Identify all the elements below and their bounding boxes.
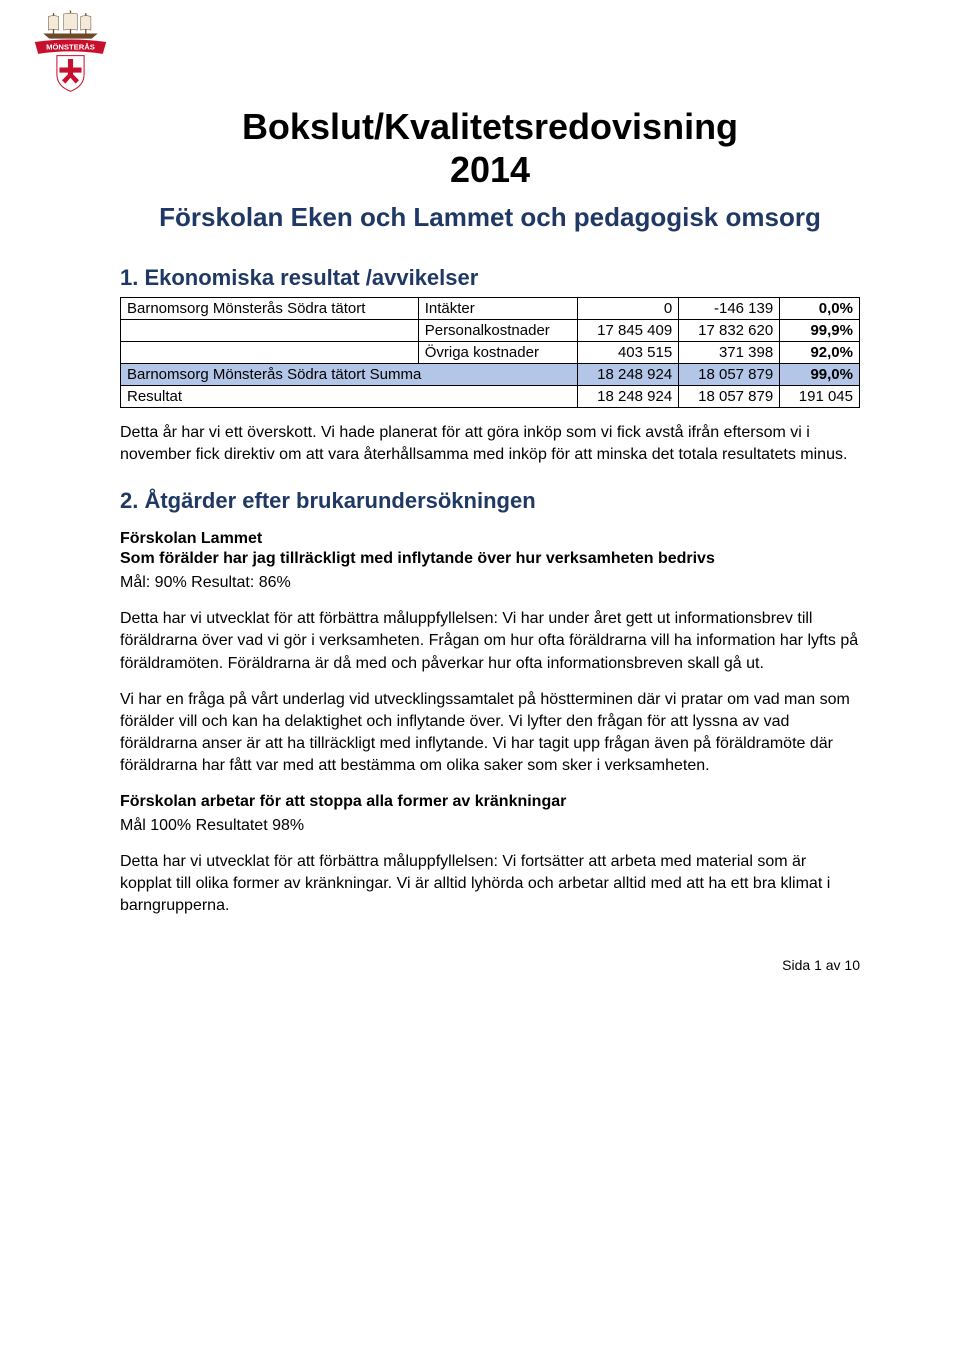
- row-val-a: 17 845 409: [578, 320, 679, 342]
- row-diff: 191 045: [780, 386, 860, 408]
- row-val-a: 0: [578, 298, 679, 320]
- page-footer: Sida 1 av 10: [120, 957, 860, 973]
- financial-table: Barnomsorg Mönsterås Södra tätort Intäkt…: [120, 297, 860, 408]
- row-label: Barnomsorg Mönsterås Södra tätort: [121, 298, 419, 320]
- section-2-paragraph-3: Detta har vi utvecklat för att förbättra…: [120, 851, 860, 917]
- section-2-paragraph-1: Detta har vi utvecklat för att förbättra…: [120, 608, 860, 674]
- row-val-b: 18 057 879: [679, 386, 780, 408]
- section-1-paragraph: Detta år har vi ett överskott. Vi hade p…: [120, 422, 860, 466]
- section-2-paragraph-2: Vi har en fråga på vårt underlag vid utv…: [120, 689, 860, 777]
- table-row: Barnomsorg Mönsterås Södra tätort Intäkt…: [121, 298, 860, 320]
- row-label: Resultat: [121, 386, 578, 408]
- goal-result-line: Mål: 90% Resultat: 86%: [120, 572, 860, 594]
- subsection-title: Förskolan Lammet: [120, 530, 860, 548]
- page: MÖNSTERÅS Bokslut/Kvalitetsredovisning 2…: [0, 0, 960, 993]
- table-row-summary: Barnomsorg Mönsterås Södra tätort Summa …: [121, 364, 860, 386]
- subsection-title-2: Förskolan arbetar för att stoppa alla fo…: [120, 793, 860, 811]
- row-label: [121, 342, 419, 364]
- row-pct: 92,0%: [780, 342, 860, 364]
- row-val-b: 17 832 620: [679, 320, 780, 342]
- subsection-question: Som förälder har jag tillräckligt med in…: [120, 550, 860, 568]
- title-line2: 2014: [450, 149, 530, 190]
- row-val-b: 18 057 879: [679, 364, 780, 386]
- row-label: [121, 320, 419, 342]
- row-val-a: 18 248 924: [578, 386, 679, 408]
- row-pct: 99,9%: [780, 320, 860, 342]
- row-val-b: -146 139: [679, 298, 780, 320]
- document-title: Bokslut/Kvalitetsredovisning 2014: [120, 105, 860, 191]
- row-sublabel: Övriga kostnader: [418, 342, 577, 364]
- row-label: Barnomsorg Mönsterås Södra tätort Summa: [121, 364, 578, 386]
- table-row: Personalkostnader 17 845 409 17 832 620 …: [121, 320, 860, 342]
- row-pct: 0,0%: [780, 298, 860, 320]
- municipality-logo: MÖNSTERÅS: [28, 8, 113, 93]
- table-row: Övriga kostnader 403 515 371 398 92,0%: [121, 342, 860, 364]
- row-val-a: 18 248 924: [578, 364, 679, 386]
- document-subtitle: Förskolan Eken och Lammet och pedagogisk…: [120, 201, 860, 235]
- section-2-heading: 2. Åtgärder efter brukarundersökningen: [120, 488, 860, 514]
- row-sublabel: Personalkostnader: [418, 320, 577, 342]
- title-line1: Bokslut/Kvalitetsredovisning: [242, 106, 738, 147]
- row-pct: 99,0%: [780, 364, 860, 386]
- row-val-b: 371 398: [679, 342, 780, 364]
- section-1-heading: 1. Ekonomiska resultat /avvikelser: [120, 265, 860, 291]
- svg-text:MÖNSTERÅS: MÖNSTERÅS: [46, 43, 95, 52]
- goal-result-line-2: Mål 100% Resultatet 98%: [120, 815, 860, 837]
- row-val-a: 403 515: [578, 342, 679, 364]
- table-row-result: Resultat 18 248 924 18 057 879 191 045: [121, 386, 860, 408]
- row-sublabel: Intäkter: [418, 298, 577, 320]
